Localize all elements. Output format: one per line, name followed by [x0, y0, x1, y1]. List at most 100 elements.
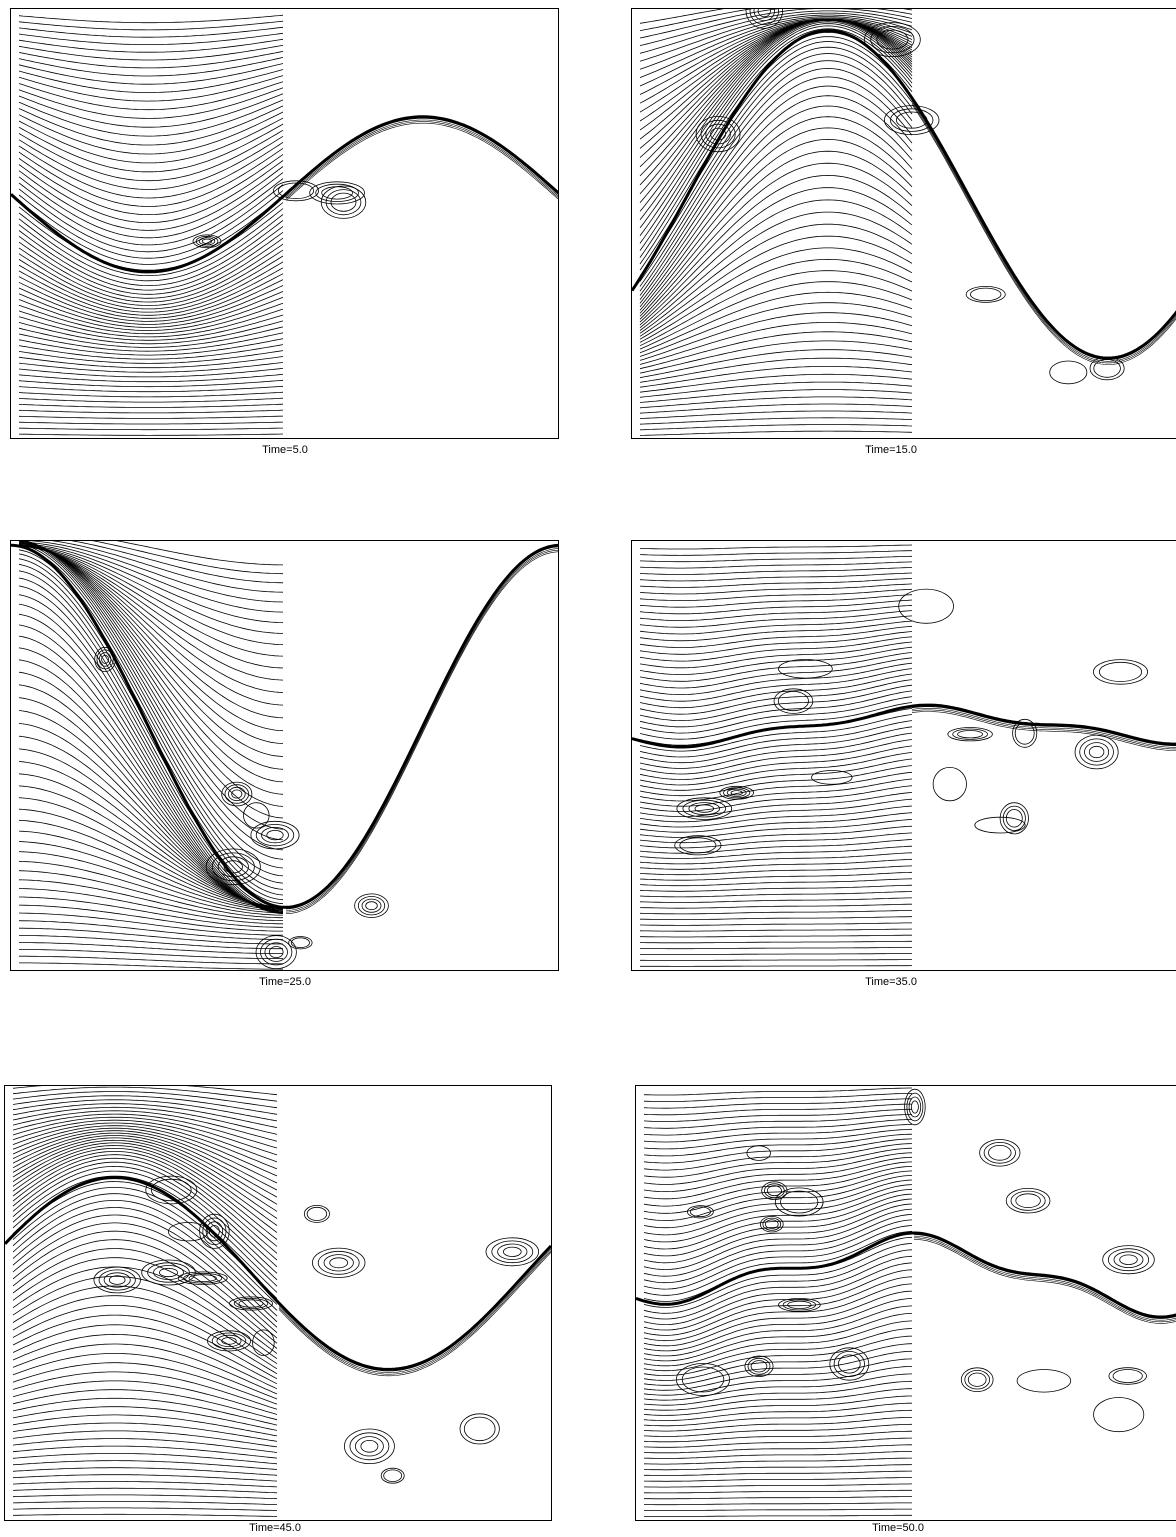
contour-plot	[631, 540, 1176, 971]
shear-layer-line	[911, 102, 1176, 364]
contour-line	[12, 1137, 278, 1212]
contour-line	[643, 1276, 913, 1336]
contour-line	[639, 798, 913, 823]
vortex-contour	[1079, 738, 1114, 766]
shear-layer-line	[914, 1235, 1176, 1321]
vortex-contour	[485, 1237, 539, 1267]
contour-line	[18, 69, 284, 93]
contour-line	[639, 18, 913, 177]
shear-layer-line	[914, 1239, 1176, 1324]
contour-line	[12, 1110, 278, 1142]
shear-layer-line	[911, 99, 1176, 360]
contour-line	[643, 1087, 912, 1096]
contour-line	[639, 599, 913, 615]
vortex-contour	[497, 1243, 528, 1261]
contour-line	[51, 541, 284, 593]
shear-layer-line	[911, 101, 1176, 362]
contour-line	[18, 558, 284, 884]
vortex-contour	[780, 1190, 819, 1214]
contour-line	[639, 696, 913, 734]
contour-line	[640, 934, 912, 938]
contour-line	[92, 541, 284, 575]
contour-line	[643, 1179, 913, 1229]
contour-line	[643, 1451, 912, 1459]
vortex-contour	[206, 1330, 251, 1352]
contour-line	[12, 1248, 278, 1344]
vortex-contour	[101, 654, 109, 664]
contour-line	[18, 362, 284, 373]
contour-line	[639, 620, 913, 642]
contour-line	[116, 541, 283, 566]
contour-line	[18, 368, 284, 378]
vortex-contour	[745, 9, 783, 29]
contour-line	[12, 1103, 278, 1128]
vortex-contour	[774, 1187, 824, 1217]
vortex-contour	[1093, 1397, 1145, 1433]
vortex-contour	[1002, 805, 1026, 831]
vortex-contour	[325, 189, 362, 216]
contour-line	[18, 148, 284, 207]
contour-line	[18, 117, 284, 164]
contour-line	[639, 381, 913, 398]
vortex-contour	[255, 935, 297, 970]
contour-line	[18, 220, 284, 286]
contour-line	[18, 75, 284, 102]
contour-line	[643, 1198, 913, 1257]
contour-line	[12, 1222, 278, 1328]
contour-line	[643, 1208, 913, 1270]
contour-line	[12, 1494, 278, 1500]
contour-line	[24, 541, 284, 795]
contour-line	[639, 9, 913, 46]
vortex-contour	[1113, 1251, 1144, 1269]
contour-line	[639, 610, 913, 628]
contour-line	[18, 409, 284, 414]
contour-line	[643, 1380, 913, 1406]
vortex-contour	[183, 1272, 223, 1284]
contour-line	[18, 308, 284, 338]
contour-line	[643, 1128, 913, 1150]
contour-line	[643, 1457, 912, 1465]
vortex-contour	[502, 1246, 522, 1257]
contour-line	[643, 1269, 913, 1331]
vortex-contour	[811, 770, 853, 785]
contour-line	[18, 20, 284, 31]
contour-line	[18, 196, 284, 265]
contour-line	[18, 111, 284, 155]
contour-line	[643, 1335, 913, 1376]
contour-line	[639, 9, 725, 24]
contour-line	[18, 51, 284, 69]
contour-line	[643, 1444, 912, 1454]
contour-line	[12, 1161, 278, 1268]
contour-line	[639, 771, 913, 802]
contour-line	[639, 211, 913, 331]
contour-line	[18, 570, 284, 896]
contour-line	[639, 903, 912, 909]
contour-line	[639, 812, 913, 833]
contour-line	[12, 1154, 278, 1254]
contour-line	[12, 1333, 278, 1390]
contour-line	[12, 1257, 278, 1349]
contour-line	[18, 374, 284, 383]
vortex-contour	[1016, 1369, 1072, 1393]
contour-line	[18, 785, 284, 908]
contour-line	[18, 544, 284, 634]
contour-line	[639, 21, 913, 221]
contour-line	[639, 150, 913, 317]
contour-line	[18, 320, 284, 345]
contour-line	[12, 1099, 278, 1122]
contour-line	[639, 349, 913, 379]
contour-line	[639, 105, 913, 304]
contour-line	[639, 845, 913, 859]
contour-line	[18, 273, 284, 319]
vortex-contour	[288, 936, 313, 950]
vortex-contour	[211, 852, 255, 882]
contour-line	[639, 41, 913, 265]
vortex-contour	[343, 1428, 395, 1464]
contour-line	[12, 1380, 278, 1415]
vortex-contour	[233, 1297, 269, 1309]
contour-line	[12, 1116, 278, 1156]
contour-line	[640, 940, 912, 944]
vortex-contour	[750, 1360, 768, 1373]
contour-line	[12, 1353, 278, 1400]
contour-line	[644, 1489, 912, 1494]
